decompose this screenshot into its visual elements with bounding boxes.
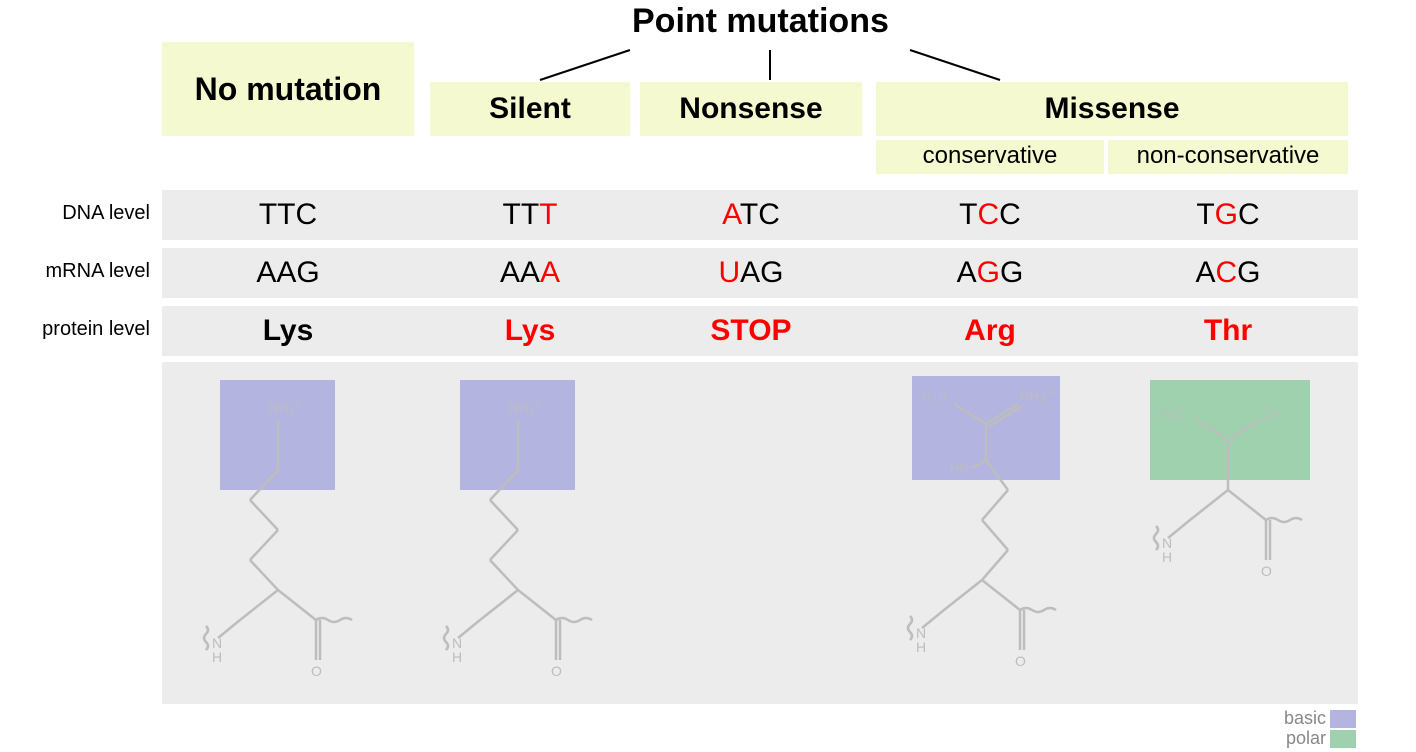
header-no-mutation: No mutation	[162, 42, 414, 136]
svg-text:C: C	[1176, 406, 1185, 421]
label-dna: DNA level	[10, 202, 150, 225]
dna-no-mutation: TTC	[162, 198, 414, 232]
protein-conservative: Arg	[876, 314, 1104, 348]
protein-silent: Lys	[430, 314, 630, 348]
mrna-silent: AAA	[430, 256, 630, 290]
dna-conservative: TCC	[876, 198, 1104, 232]
svg-text:H: H	[1162, 549, 1172, 565]
dna-non-conservative: TGC	[1108, 198, 1348, 232]
svg-text:O: O	[551, 663, 562, 679]
svg-text:H: H	[1160, 406, 1169, 421]
svg-text:+: +	[294, 400, 300, 411]
header-nonsense: Nonsense	[640, 82, 862, 136]
svg-text:H: H	[916, 639, 926, 655]
legend-polar-label: polar	[1270, 728, 1326, 749]
svg-text:O: O	[1261, 563, 1272, 579]
protein-no-mutation: Lys	[162, 314, 414, 348]
svg-text:O: O	[1015, 653, 1026, 669]
svg-text:OH: OH	[1262, 406, 1282, 421]
mrna-nonsense: UAG	[640, 256, 862, 290]
svg-text:NH: NH	[268, 399, 288, 415]
mrna-no-mutation: AAG	[162, 256, 414, 290]
mrna-non-conservative: ACG	[1108, 256, 1348, 290]
subheader-conservative: conservative	[876, 140, 1104, 174]
structure-thr: H 3 C OH N H O	[1130, 370, 1330, 690]
svg-text:O: O	[311, 663, 322, 679]
structure-arg: H 2 N NH 2 + HN N H O	[892, 370, 1092, 690]
svg-text:+: +	[534, 400, 540, 411]
svg-text:H: H	[922, 388, 931, 403]
protein-non-conservative: Thr	[1108, 314, 1348, 348]
header-missense: Missense	[876, 82, 1348, 136]
header-silent: Silent	[430, 82, 630, 136]
label-protein: protein level	[10, 318, 150, 341]
svg-text:HN: HN	[950, 460, 969, 475]
legend-basic-label: basic	[1270, 708, 1326, 729]
svg-text:+: +	[1047, 388, 1053, 399]
svg-text:NH: NH	[508, 399, 528, 415]
mrna-conservative: AGG	[876, 256, 1104, 290]
svg-text:H: H	[452, 649, 462, 665]
svg-text:NH: NH	[1020, 388, 1039, 403]
svg-text:H: H	[212, 649, 222, 665]
dna-silent: TTT	[430, 198, 630, 232]
svg-text:N: N	[938, 388, 947, 403]
subheader-non-conservative: non-conservative	[1108, 140, 1348, 174]
svg-text:3: 3	[1169, 412, 1175, 423]
legend-polar-swatch	[1330, 730, 1356, 748]
svg-text:2: 2	[931, 394, 937, 405]
label-mrna: mRNA level	[10, 260, 150, 283]
protein-nonsense: STOP	[640, 314, 862, 348]
legend-basic-swatch	[1330, 710, 1356, 728]
structure-lys-2: NH 3 + N H O	[430, 370, 630, 690]
svg-text:2: 2	[1040, 394, 1046, 405]
structure-lys-1: NH 3 + N H O	[190, 370, 390, 690]
dna-nonsense: ATC	[640, 198, 862, 232]
